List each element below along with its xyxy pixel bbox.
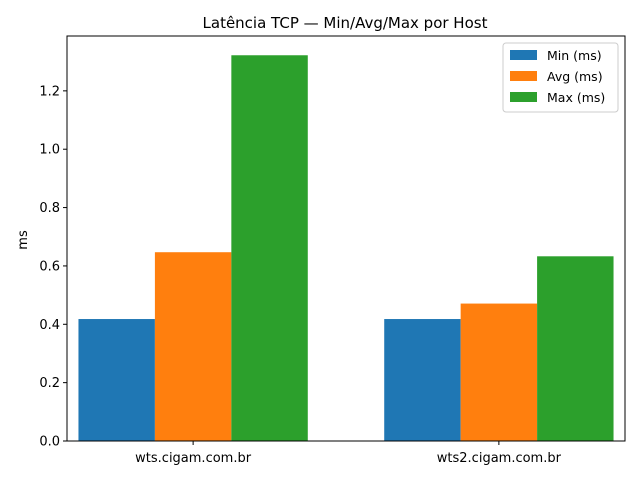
- x-tick-label: wts.cigam.com.br: [135, 451, 252, 466]
- legend-label: Avg (ms): [547, 69, 603, 84]
- bar-0-0: [78, 319, 155, 441]
- y-tick-label: 0.0: [39, 435, 60, 450]
- chart-title: Latência TCP — Min/Avg/Max por Host: [203, 14, 488, 32]
- legend-label: Min (ms): [547, 48, 602, 63]
- bar-0-1: [384, 319, 461, 441]
- legend-swatch: [510, 92, 537, 102]
- x-axis: wts.cigam.com.br wts2.cigam.com.br: [135, 441, 562, 466]
- y-tick-label: 0.2: [39, 376, 60, 391]
- legend-label: Max (ms): [547, 90, 605, 105]
- y-tick-label: 0.4: [39, 318, 60, 333]
- bar-2-1: [537, 256, 614, 441]
- x-tick-label: wts2.cigam.com.br: [437, 451, 562, 466]
- y-tick-label: 1.0: [39, 143, 60, 158]
- y-axis: 0.0 0.2 0.4 0.6 0.8 1.0 1.2: [39, 84, 67, 450]
- bar-1-0: [154, 252, 232, 441]
- bar-2-0: [231, 55, 308, 441]
- y-tick-label: 0.8: [39, 201, 60, 216]
- legend: Min (ms) Avg (ms) Max (ms): [502, 42, 619, 113]
- y-tick-label: 1.2: [39, 84, 60, 99]
- y-tick-label: 0.6: [39, 259, 60, 274]
- y-axis-label: ms: [16, 230, 31, 250]
- legend-swatch: [510, 50, 537, 60]
- legend-swatch: [510, 71, 537, 81]
- bar-1-1: [460, 303, 538, 441]
- bars-group: [78, 55, 614, 441]
- plot-frame: [66, 35, 626, 442]
